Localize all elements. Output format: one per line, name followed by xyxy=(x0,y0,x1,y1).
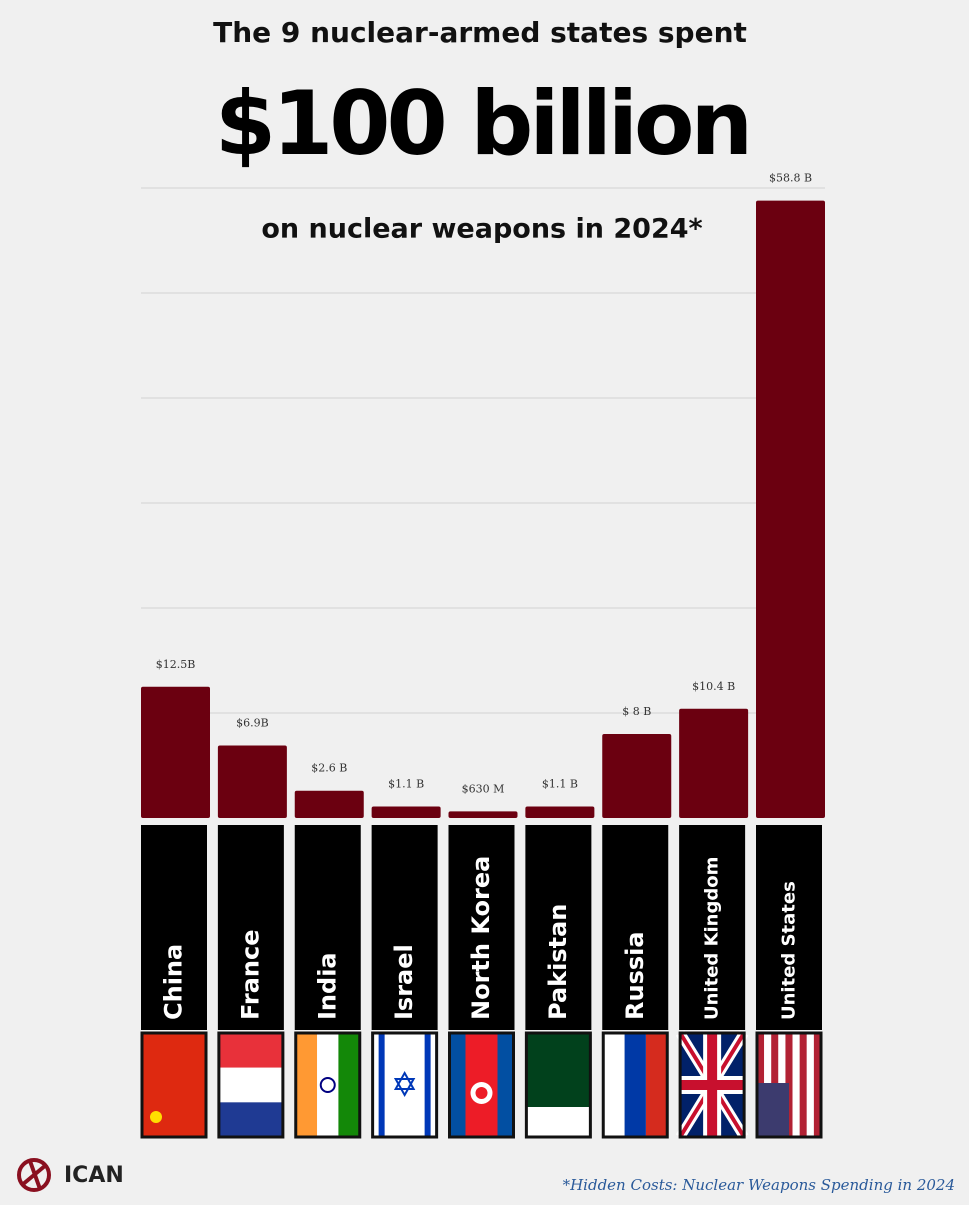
flag xyxy=(371,1031,439,1139)
x-tick-label: Israel xyxy=(390,944,418,1020)
flag-part xyxy=(792,1033,800,1137)
flag xyxy=(140,1031,208,1139)
flag-part xyxy=(378,1033,385,1137)
flag-part xyxy=(150,1111,162,1123)
label-box xyxy=(141,825,207,1030)
flag-part xyxy=(624,1033,646,1137)
flag-part xyxy=(465,1033,482,1137)
value-label: $58.8 B xyxy=(769,172,812,185)
flag-border xyxy=(140,1031,208,1139)
flag xyxy=(217,1031,285,1139)
subtitle: on nuclear weapons in 2024* xyxy=(261,214,702,245)
flag-part xyxy=(526,1033,591,1107)
flag xyxy=(755,1031,823,1139)
flag xyxy=(601,1031,669,1139)
value-label: $6.9B xyxy=(236,717,269,730)
flag-part xyxy=(497,1033,514,1137)
flag-border xyxy=(217,1031,285,1139)
x-tick-label: Russia xyxy=(621,931,649,1020)
value-label: $2.6 B xyxy=(311,762,347,775)
value-label: $630 M xyxy=(462,782,505,795)
flag-part xyxy=(680,1080,745,1090)
value-label: $1.1 B xyxy=(542,777,578,790)
flag-part xyxy=(813,1033,821,1137)
label-box xyxy=(371,825,438,1030)
flag-part xyxy=(393,1070,416,1098)
logo-text: ICAN xyxy=(64,1163,124,1188)
bar xyxy=(371,806,441,818)
flag-part xyxy=(645,1033,668,1137)
flag-part xyxy=(799,1033,807,1137)
chart-title: The 9 nuclear-armed states spent xyxy=(213,16,747,49)
value-label: $1.1 B xyxy=(388,777,424,790)
flag-part xyxy=(603,1033,625,1137)
flag-part xyxy=(424,1033,431,1137)
flag-part xyxy=(475,1087,488,1099)
x-tick-label: North Korea xyxy=(467,856,495,1020)
label-box xyxy=(679,825,746,1030)
flag-part xyxy=(338,1033,360,1137)
source-note: *Hidden Costs: Nuclear Weapons Spending … xyxy=(563,1176,955,1194)
x-tick-label: United Kingdom xyxy=(702,857,723,1020)
flag-border xyxy=(294,1031,362,1139)
flag-part xyxy=(526,1107,591,1137)
flag-border xyxy=(755,1031,823,1139)
flag-part xyxy=(218,1102,283,1137)
label-box xyxy=(448,825,515,1030)
flag-part xyxy=(806,1033,814,1137)
bar xyxy=(679,708,749,818)
x-tick-label: Pakistan xyxy=(544,904,572,1020)
flag-part xyxy=(142,1033,206,1137)
flag-part xyxy=(757,1083,789,1137)
flag-border xyxy=(524,1031,592,1139)
label-box xyxy=(217,825,284,1030)
x-tick-label: France xyxy=(236,930,264,1020)
bar xyxy=(525,806,595,818)
label-box xyxy=(602,825,669,1030)
flag xyxy=(448,1031,515,1139)
bar xyxy=(602,734,672,818)
flag-border xyxy=(371,1031,439,1139)
x-tick-label: India xyxy=(313,952,341,1020)
label-box xyxy=(525,825,592,1030)
flag-part xyxy=(319,1077,336,1093)
flag-part xyxy=(218,1033,283,1068)
flag xyxy=(675,1030,749,1140)
bar xyxy=(141,686,210,818)
logo-icon xyxy=(17,1158,51,1192)
x-tick-label: China xyxy=(160,944,188,1020)
bar xyxy=(756,200,825,819)
flag-part xyxy=(449,1033,466,1137)
label-box xyxy=(294,825,361,1030)
flag-part xyxy=(218,1067,283,1103)
flag-border xyxy=(678,1031,746,1139)
x-tick-label: United States xyxy=(779,881,800,1020)
headline: $100 billion xyxy=(215,72,749,175)
flag xyxy=(294,1031,362,1139)
bar xyxy=(448,811,518,818)
flag-part xyxy=(295,1033,318,1137)
value-label: $12.5B xyxy=(156,658,196,671)
value-label: $10.4 B xyxy=(692,680,735,693)
flag-part xyxy=(317,1033,339,1137)
label-box xyxy=(756,825,822,1030)
flag-part xyxy=(481,1033,498,1137)
value-label: $ 8 B xyxy=(622,705,651,718)
flag-border xyxy=(448,1031,515,1139)
bar xyxy=(217,745,287,818)
flag xyxy=(524,1031,592,1139)
flag-border xyxy=(601,1031,669,1139)
bar xyxy=(294,790,364,818)
